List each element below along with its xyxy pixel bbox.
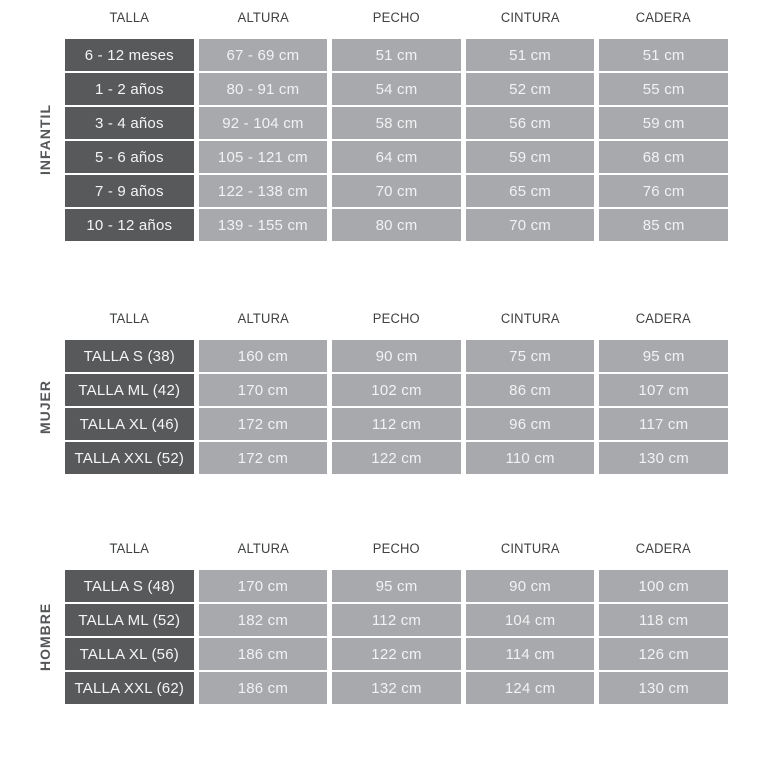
measure-cell: 126 cm	[599, 638, 728, 670]
measure-cell: 172 cm	[198, 442, 328, 474]
measure-cell: 118 cm	[599, 604, 728, 636]
measure-cell: 96 cm	[465, 408, 595, 440]
measure-cell: 68 cm	[599, 141, 728, 173]
measure-cell: 170 cm	[198, 374, 328, 406]
measure-cell: 76 cm	[599, 175, 728, 207]
measure-cell: 122 cm	[332, 442, 461, 474]
measure-cell: 186 cm	[198, 638, 328, 670]
measure-cell: 75 cm	[465, 340, 595, 372]
measure-cell: 132 cm	[332, 672, 461, 704]
column-header: CADERA	[636, 9, 692, 25]
measure-cell: 54 cm	[332, 73, 461, 105]
group-label-infantil: INFANTIL	[37, 104, 53, 176]
column-headers-mujer: TALLA ALTURA PECHO CINTURA CADERA	[65, 305, 728, 331]
measure-cell: 51 cm	[599, 39, 728, 71]
measure-cell: 100 cm	[599, 570, 728, 602]
measure-cell: 182 cm	[198, 604, 328, 636]
measure-cell: 80 cm	[332, 209, 461, 241]
measure-cell: 58 cm	[332, 107, 461, 139]
column-header: TALLA	[109, 9, 150, 25]
measure-cell: 160 cm	[198, 340, 328, 372]
measure-cell: 170 cm	[198, 570, 328, 602]
size-label-cell: TALLA ML (52)	[65, 604, 194, 636]
size-label-cell: 7 - 9 años	[65, 175, 194, 207]
measure-cell: 139 - 155 cm	[198, 209, 328, 241]
measure-cell: 130 cm	[599, 672, 728, 704]
table-rows-mujer: TALLA S (38) 160 cm 90 cm 75 cm 95 cm TALLA M…	[65, 340, 728, 474]
measure-cell: 117 cm	[599, 408, 728, 440]
size-label-cell: 1 - 2 años	[65, 73, 194, 105]
measure-cell: 102 cm	[332, 374, 461, 406]
table-hombre: HOMBRE TALLA ALTURA PECHO CINTURA CADERA TAL…	[37, 535, 728, 704]
column-headers-hombre: TALLA ALTURA PECHO CINTURA CADERA	[65, 535, 728, 561]
measure-cell: 92 - 104 cm	[198, 107, 328, 139]
size-label-cell: TALLA XXL (62)	[65, 672, 194, 704]
group-label-mujer: MUJER	[37, 380, 53, 435]
column-header: PECHO	[372, 9, 421, 25]
size-label-cell: TALLA ML (42)	[65, 374, 194, 406]
size-label-cell: 10 - 12 años	[65, 209, 194, 241]
column-header: PECHO	[372, 540, 421, 556]
size-label-cell: TALLA XL (46)	[65, 408, 194, 440]
measure-cell: 56 cm	[465, 107, 595, 139]
size-label-cell: TALLA S (48)	[65, 570, 194, 602]
measure-cell: 70 cm	[332, 175, 461, 207]
measure-cell: 59 cm	[465, 141, 595, 173]
column-header: CINTURA	[500, 9, 560, 25]
measure-cell: 186 cm	[198, 672, 328, 704]
column-header: CADERA	[636, 540, 692, 556]
column-header: ALTURA	[237, 310, 289, 326]
measure-cell: 124 cm	[465, 672, 595, 704]
column-header: CINTURA	[500, 540, 560, 556]
measure-cell: 90 cm	[332, 340, 461, 372]
measure-cell: 51 cm	[465, 39, 595, 71]
measure-cell: 86 cm	[465, 374, 595, 406]
size-label-cell: 3 - 4 años	[65, 107, 194, 139]
measure-cell: 122 cm	[332, 638, 461, 670]
table-infantil: INFANTIL TALLA ALTURA PECHO CINTURA CADERA 6…	[37, 4, 728, 241]
measure-cell: 172 cm	[198, 408, 328, 440]
measure-cell: 95 cm	[332, 570, 461, 602]
measure-cell: 52 cm	[465, 73, 595, 105]
measure-cell: 70 cm	[465, 209, 595, 241]
size-label-cell: TALLA S (38)	[65, 340, 194, 372]
measure-cell: 59 cm	[599, 107, 728, 139]
measure-cell: 90 cm	[465, 570, 595, 602]
measure-cell: 95 cm	[599, 340, 728, 372]
measure-cell: 85 cm	[599, 209, 728, 241]
measure-cell: 112 cm	[332, 604, 461, 636]
table-rows-hombre: TALLA S (48) 170 cm 95 cm 90 cm 100 cm TALLA …	[65, 570, 728, 704]
measure-cell: 112 cm	[332, 408, 461, 440]
measure-cell: 105 - 121 cm	[198, 141, 328, 173]
column-header: TALLA	[109, 310, 150, 326]
measure-cell: 107 cm	[599, 374, 728, 406]
measure-cell: 110 cm	[465, 442, 595, 474]
measure-cell: 114 cm	[465, 638, 595, 670]
column-header: PECHO	[372, 310, 421, 326]
table-rows-infantil: 6 - 12 meses 67 - 69 cm 51 cm 51 cm 51 cm 1 -…	[65, 39, 728, 241]
measure-cell: 51 cm	[332, 39, 461, 71]
measure-cell: 122 - 138 cm	[198, 175, 328, 207]
size-label-cell: TALLA XL (56)	[65, 638, 194, 670]
column-headers-infantil: TALLA ALTURA PECHO CINTURA CADERA	[65, 4, 728, 30]
measure-cell: 130 cm	[599, 442, 728, 474]
measure-cell: 55 cm	[599, 73, 728, 105]
measure-cell: 65 cm	[465, 175, 595, 207]
measure-cell: 67 - 69 cm	[198, 39, 328, 71]
size-label-cell: TALLA XXL (52)	[65, 442, 194, 474]
measure-cell: 80 - 91 cm	[198, 73, 328, 105]
size-label-cell: 5 - 6 años	[65, 141, 194, 173]
measure-cell: 64 cm	[332, 141, 461, 173]
column-header: ALTURA	[237, 9, 289, 25]
column-header: ALTURA	[237, 540, 289, 556]
group-label-hombre: HOMBRE	[37, 602, 53, 672]
size-label-cell: 6 - 12 meses	[65, 39, 194, 71]
measure-cell: 104 cm	[465, 604, 595, 636]
column-header: TALLA	[109, 540, 150, 556]
column-header: CADERA	[636, 310, 692, 326]
column-header: CINTURA	[500, 310, 560, 326]
table-mujer: MUJER TALLA ALTURA PECHO CINTURA CADERA TALL…	[37, 305, 728, 474]
